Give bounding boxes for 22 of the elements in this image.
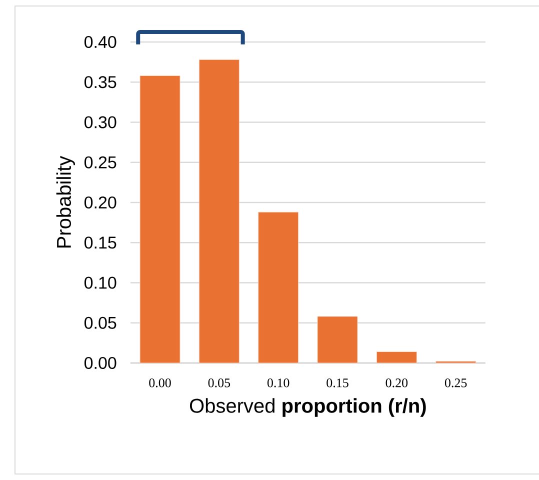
x-axis-title: Observed proportion (r/n) bbox=[190, 398, 426, 417]
bar bbox=[317, 316, 358, 364]
y-tick-label: 0.30 bbox=[84, 116, 116, 128]
y-tick-label: 0.00 bbox=[84, 356, 116, 370]
bar bbox=[140, 75, 180, 364]
bar bbox=[198, 59, 240, 364]
bar bbox=[376, 352, 417, 364]
x-tick-label: 0.00 bbox=[149, 378, 171, 388]
y-tick-label: 0.35 bbox=[84, 76, 116, 88]
bar bbox=[258, 212, 299, 364]
y-tick-label: 0.25 bbox=[84, 156, 116, 168]
x-tick-label: 0.15 bbox=[326, 378, 348, 388]
y-tick-label: 0.20 bbox=[84, 196, 116, 209]
y-axis-title: Probability bbox=[56, 156, 75, 248]
y-tick-label: 0.40 bbox=[84, 36, 116, 48]
x-tick-label: 0.25 bbox=[444, 378, 467, 388]
y-tick-label: 0.10 bbox=[84, 276, 116, 289]
y-tick-label: 0.05 bbox=[84, 316, 116, 329]
x-tick-label: 0.05 bbox=[208, 378, 230, 388]
x-tick-label: 0.10 bbox=[267, 378, 290, 388]
y-tick-label: 0.15 bbox=[84, 236, 116, 249]
x-tick-label: 0.20 bbox=[386, 378, 408, 388]
